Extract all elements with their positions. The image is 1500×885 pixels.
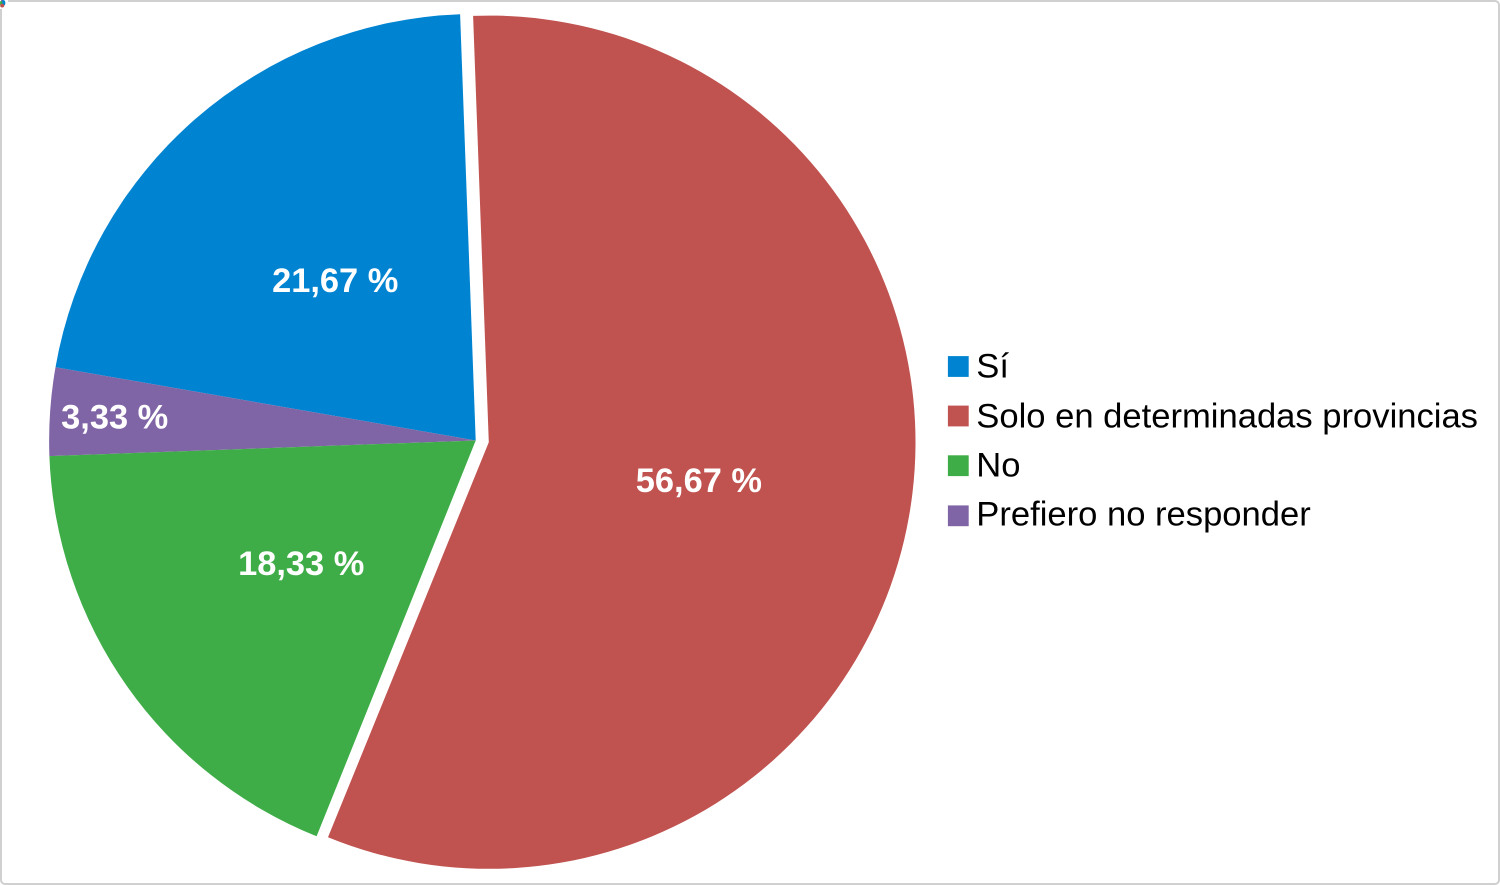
svg-text:18,33 %: 18,33 %: [238, 545, 364, 583]
svg-text:Prefiero no responder: Prefiero no responder: [976, 495, 1310, 533]
svg-text:No: No: [976, 446, 1020, 484]
svg-text:3,33 %: 3,33 %: [61, 399, 168, 437]
svg-text:21,67 %: 21,67 %: [272, 262, 398, 300]
svg-text:56,67 %: 56,67 %: [636, 462, 762, 500]
svg-text:Sí: Sí: [976, 347, 1009, 385]
svg-text:Solo en determinadas provincia: Solo en determinadas provincias: [976, 398, 1478, 436]
